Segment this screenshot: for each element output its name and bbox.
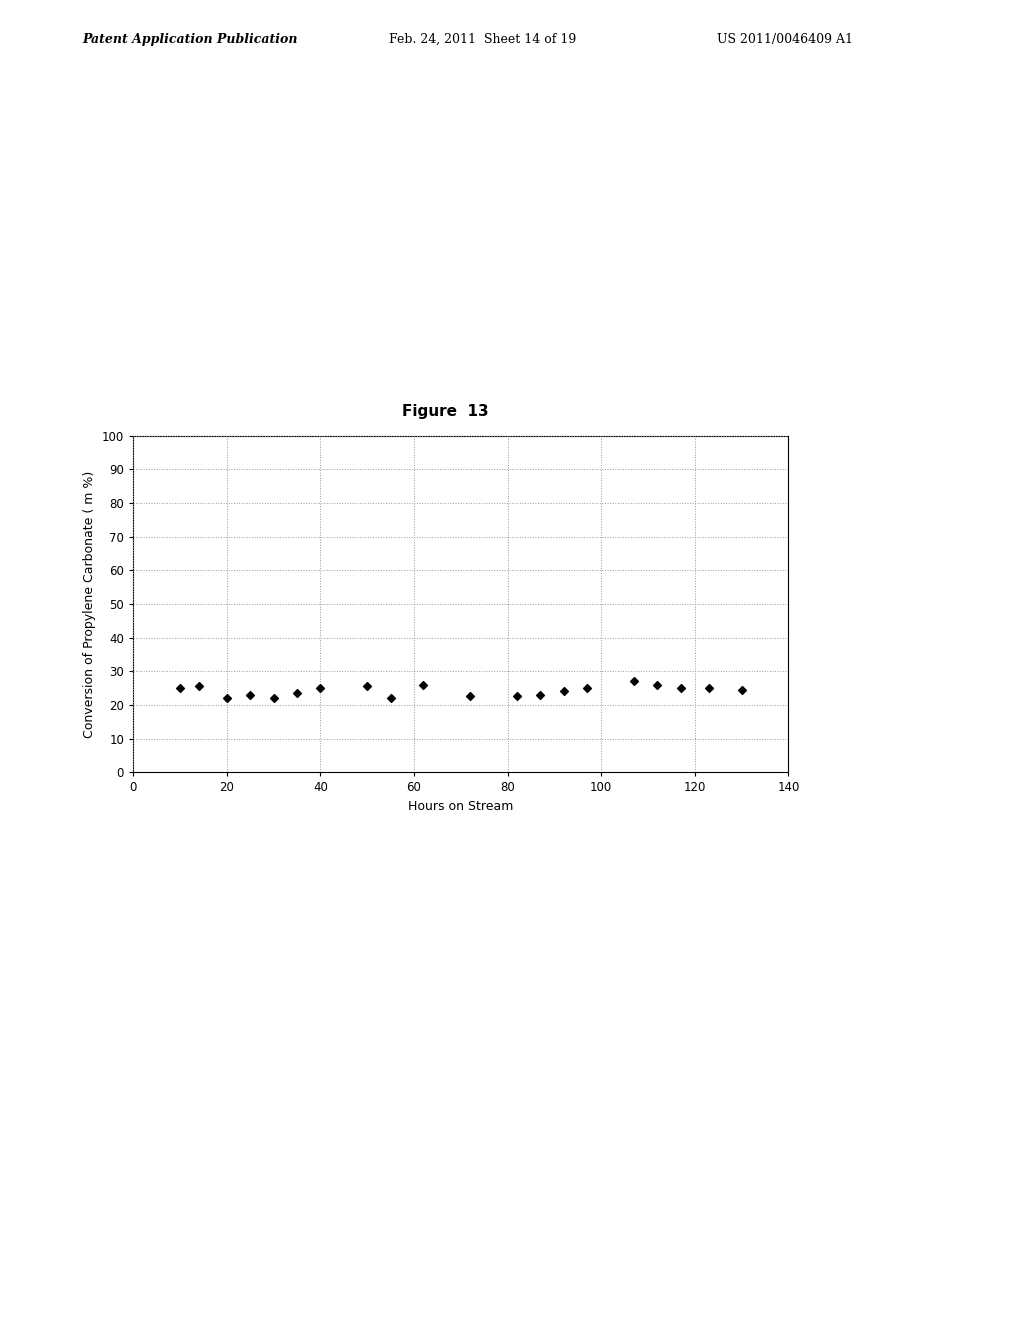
Point — [532, 684, 549, 705]
Point — [509, 686, 525, 708]
Point — [626, 671, 642, 692]
Point — [382, 688, 398, 709]
Point — [289, 682, 305, 704]
Point — [733, 680, 750, 701]
Point — [359, 676, 376, 697]
Text: US 2011/0046409 A1: US 2011/0046409 A1 — [717, 33, 853, 46]
Point — [265, 688, 282, 709]
Text: Figure  13: Figure 13 — [402, 404, 488, 418]
X-axis label: Hours on Stream: Hours on Stream — [409, 800, 513, 813]
Point — [172, 677, 188, 698]
Point — [218, 688, 234, 709]
Point — [556, 681, 572, 702]
Point — [242, 684, 258, 705]
Point — [673, 677, 689, 698]
Point — [649, 675, 666, 696]
Point — [579, 677, 595, 698]
Point — [312, 677, 329, 698]
Point — [415, 675, 431, 696]
Text: Feb. 24, 2011  Sheet 14 of 19: Feb. 24, 2011 Sheet 14 of 19 — [389, 33, 577, 46]
Point — [190, 676, 207, 697]
Point — [462, 686, 478, 708]
Text: Patent Application Publication: Patent Application Publication — [82, 33, 297, 46]
Y-axis label: Conversion of Propylene Carbonate ( m %): Conversion of Propylene Carbonate ( m %) — [83, 470, 96, 738]
Point — [700, 677, 717, 698]
